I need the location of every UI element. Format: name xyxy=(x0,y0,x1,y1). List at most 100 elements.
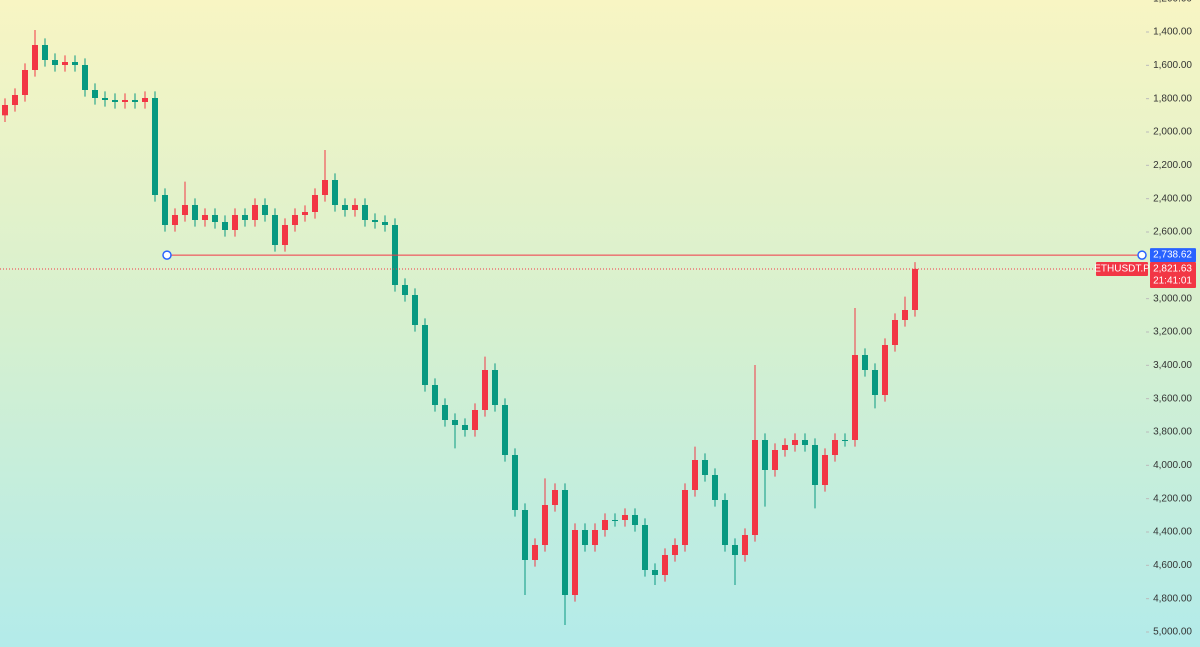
candle-body xyxy=(262,205,268,215)
candle-body xyxy=(832,440,838,455)
candle-body xyxy=(162,195,168,225)
candle-body xyxy=(572,530,578,595)
candle-body xyxy=(472,410,478,430)
candle-body xyxy=(82,65,88,90)
candle-body xyxy=(12,95,18,105)
candle-body xyxy=(52,60,58,65)
price-line-tag xyxy=(1150,248,1196,263)
candle-body xyxy=(622,515,628,520)
candle-body xyxy=(782,445,788,450)
candle-body xyxy=(742,535,748,555)
candle-body xyxy=(302,212,308,215)
candle-body xyxy=(422,325,428,385)
candle-body xyxy=(762,440,768,470)
candle-body xyxy=(612,520,618,521)
candle-body xyxy=(432,385,438,405)
y-tick-label: 2,400.00 xyxy=(1153,193,1192,204)
candle-body xyxy=(442,405,448,420)
symbol-label: ETHUSDT.P xyxy=(1094,264,1150,275)
candle-body xyxy=(892,320,898,345)
candle-body xyxy=(132,100,138,102)
candle-body xyxy=(372,220,378,222)
candle-body xyxy=(292,215,298,225)
candle-body xyxy=(732,545,738,555)
candle-body xyxy=(482,370,488,410)
candle-body xyxy=(862,355,868,370)
candle-body xyxy=(402,285,408,295)
candle-body xyxy=(792,440,798,445)
candle-body xyxy=(272,215,278,245)
candle-body xyxy=(642,525,648,570)
candle-body xyxy=(852,355,858,440)
y-tick-label: 3,600.00 xyxy=(1153,393,1192,404)
y-tick-label: 2,000.00 xyxy=(1153,127,1192,138)
candle-body xyxy=(692,460,698,490)
candle-body xyxy=(42,45,48,60)
candle-body xyxy=(652,570,658,575)
candle-body xyxy=(102,98,108,100)
y-tick-label: 3,000.00 xyxy=(1153,293,1192,304)
candle-body xyxy=(152,98,158,195)
y-tick-label: 3,200.00 xyxy=(1153,327,1192,338)
candle-body xyxy=(362,205,368,220)
candle-body xyxy=(382,222,388,225)
candle-body xyxy=(112,100,118,102)
candle-body xyxy=(62,62,68,65)
candle-body xyxy=(502,405,508,455)
candle-body xyxy=(322,180,328,195)
y-tick-label: 3,400.00 xyxy=(1153,360,1192,371)
candle-body xyxy=(202,215,208,220)
candle-body xyxy=(552,490,558,505)
candle-body xyxy=(712,475,718,500)
candle-body xyxy=(882,345,888,395)
candle-body xyxy=(532,545,538,560)
candle-body xyxy=(672,545,678,555)
candle-body xyxy=(312,195,318,212)
price-line-handle xyxy=(162,250,172,260)
symbol-tag xyxy=(1096,261,1148,276)
candle-body xyxy=(582,530,588,545)
y-tick-label: 3,800.00 xyxy=(1153,427,1192,438)
candle-body xyxy=(682,490,688,545)
y-tick-label: 4,400.00 xyxy=(1153,527,1192,538)
candle-body xyxy=(812,445,818,485)
candle-body xyxy=(822,455,828,485)
countdown-label: 21:41:01 xyxy=(1153,276,1192,287)
last-price-label: 2,821.63 xyxy=(1153,264,1192,275)
candle-body xyxy=(542,505,548,545)
price-line-handle xyxy=(1137,250,1147,260)
y-tick-label: 1,200.00 xyxy=(1153,0,1192,4)
candle-body xyxy=(32,45,38,70)
candle-body xyxy=(172,215,178,225)
candle-body xyxy=(752,440,758,535)
candle-body xyxy=(22,70,28,95)
y-tick-label: 1,400.00 xyxy=(1153,27,1192,38)
candle-body xyxy=(342,205,348,210)
candle-body xyxy=(212,215,218,222)
y-tick-label: 4,800.00 xyxy=(1153,593,1192,604)
y-tick-label: 4,600.00 xyxy=(1153,560,1192,571)
candle-body xyxy=(512,455,518,510)
candle-body xyxy=(702,460,708,475)
y-tick-label: 4,000.00 xyxy=(1153,460,1192,471)
y-tick-label: 1,800.00 xyxy=(1153,93,1192,104)
candle-body xyxy=(722,500,728,545)
candle-body xyxy=(632,515,638,525)
candle-body xyxy=(842,440,848,441)
candle-body xyxy=(232,215,238,230)
candle-body xyxy=(592,530,598,545)
y-tick-label: 2,600.00 xyxy=(1153,227,1192,238)
candle-body xyxy=(72,62,78,65)
price-line-label: 2,738.62 xyxy=(1153,250,1192,261)
candle-body xyxy=(222,222,228,230)
candle-body xyxy=(872,370,878,395)
candle-body xyxy=(452,420,458,425)
y-tick-label: 5,000.00 xyxy=(1153,627,1192,638)
candle-body xyxy=(462,425,468,430)
candle-body xyxy=(332,180,338,205)
candle-body xyxy=(602,520,608,530)
candle-body xyxy=(282,225,288,245)
candle-body xyxy=(522,510,528,560)
y-tick-label: 4,200.00 xyxy=(1153,493,1192,504)
